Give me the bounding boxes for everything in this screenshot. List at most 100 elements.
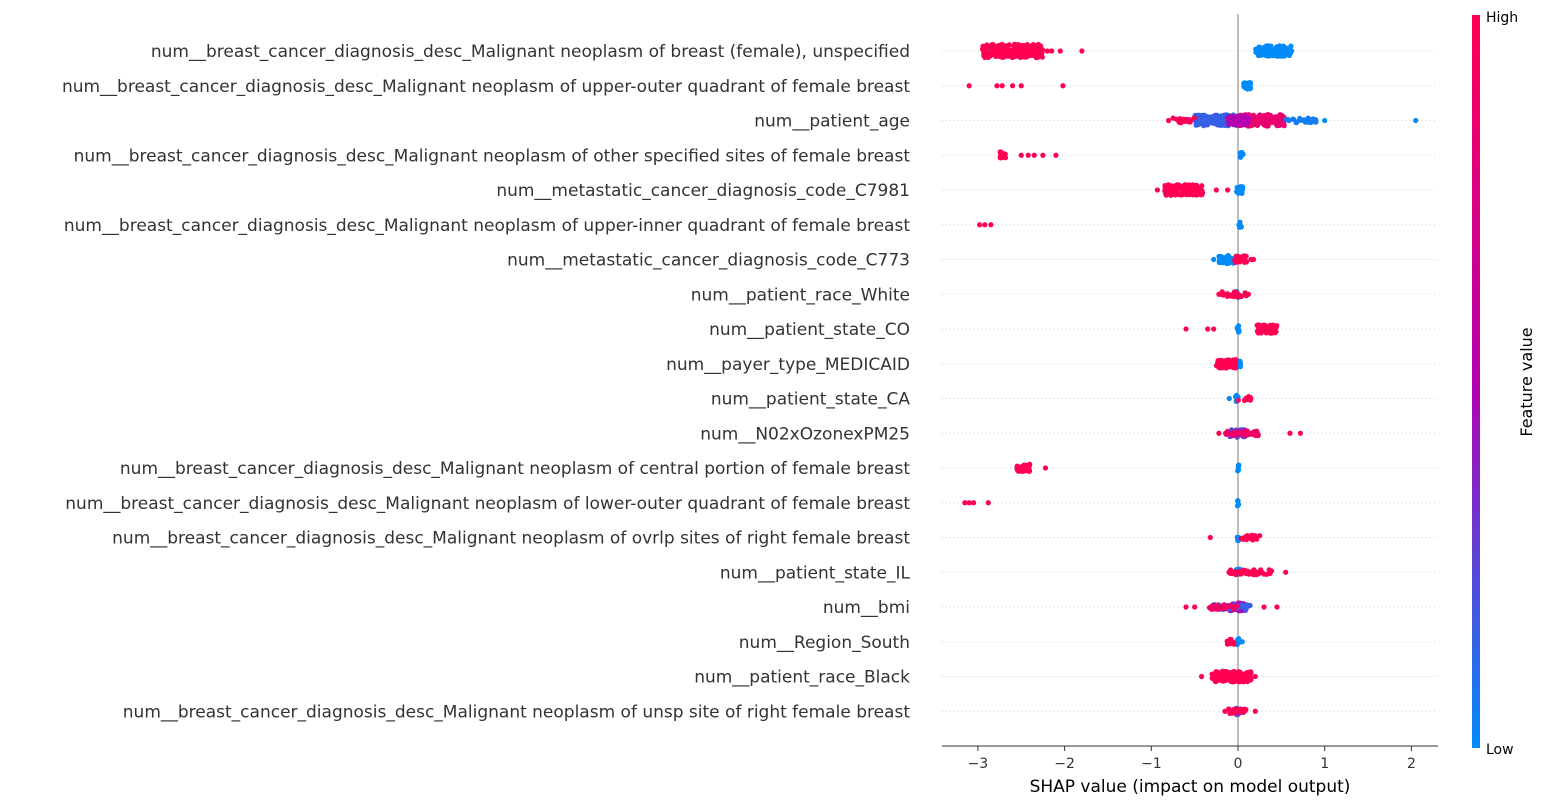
shap-point: [1263, 51, 1270, 57]
shap-point: [1237, 224, 1243, 230]
shap-point: [977, 222, 983, 228]
shap-point: [1252, 708, 1258, 714]
shap-point: [1236, 293, 1242, 299]
shap-point: [1001, 45, 1007, 51]
shap-point: [1234, 325, 1240, 331]
shap-point: [1010, 83, 1016, 89]
shap-point: [1195, 121, 1201, 127]
shap-point: [1264, 571, 1270, 577]
shap-point: [1226, 395, 1232, 402]
shap-point: [1215, 360, 1221, 366]
shap-point: [1176, 192, 1182, 198]
feature-label: num__patient_state_IL: [720, 563, 911, 583]
shap-point: [1186, 117, 1193, 123]
shap-point: [1031, 152, 1037, 158]
shap-point: [986, 50, 992, 56]
shap-point: [988, 222, 994, 228]
shap-point: [1238, 430, 1244, 436]
shap-point: [1235, 639, 1241, 645]
shap-point: [1219, 668, 1226, 674]
shap-point: [1240, 604, 1246, 610]
shap-point: [1230, 707, 1236, 713]
feature-label: num__payer_type_MEDICAID: [666, 355, 910, 375]
shap-point: [1205, 326, 1211, 332]
shap-point: [990, 50, 996, 56]
shap-point: [1225, 256, 1231, 262]
x-tick-label: −2: [1054, 756, 1075, 772]
feature-label: num__patient_race_White: [691, 285, 910, 305]
colorbar: High Low Feature value: [1472, 10, 1536, 758]
shap-point: [1250, 429, 1257, 435]
shap-point: [1022, 44, 1028, 51]
feature-row-points: [1224, 636, 1245, 648]
shap-point: [1028, 52, 1034, 59]
shap-point: [1270, 328, 1276, 334]
shap-point: [1057, 48, 1063, 54]
shap-point: [1182, 117, 1188, 123]
shap-point: [1034, 51, 1040, 57]
shap-point: [1235, 502, 1241, 508]
feature-row-points: [1199, 668, 1258, 685]
shap-point: [1235, 468, 1241, 474]
feature-row-points: [1014, 461, 1242, 474]
shap-point: [1247, 82, 1253, 88]
shap-point: [1241, 253, 1247, 259]
shap-point: [1297, 430, 1303, 436]
feature-label: num__bmi: [823, 598, 910, 618]
shap-point: [1018, 83, 1024, 89]
shap-point: [1413, 117, 1419, 124]
shap-point: [1279, 115, 1285, 121]
shap-point: [1008, 48, 1014, 54]
shap-point: [1079, 48, 1085, 54]
shap-point: [1274, 49, 1280, 55]
shap-point: [992, 46, 998, 52]
shap-point: [1283, 569, 1289, 575]
shap-point: [1274, 604, 1280, 610]
shap-point: [1267, 47, 1274, 53]
shap-point: [1222, 708, 1228, 714]
shap-point: [1286, 52, 1292, 59]
feature-label: num__patient_age: [754, 112, 910, 132]
shap-point: [1245, 394, 1252, 400]
shap-point: [1235, 708, 1241, 714]
shap-point: [1278, 121, 1284, 127]
feature-row-points: [977, 219, 1244, 230]
shap-point: [1201, 123, 1207, 129]
shap-point: [983, 43, 990, 49]
shap-point: [1223, 430, 1229, 436]
shap-point: [1245, 432, 1252, 438]
shap-point: [971, 500, 977, 506]
shap-point: [1229, 670, 1235, 676]
x-axis-ticks: −3 −2 −1 0 1 2: [968, 746, 1416, 772]
shap-point: [1288, 43, 1294, 49]
shap-point: [1254, 47, 1260, 53]
shap-point: [1237, 363, 1243, 369]
shap-point: [1034, 46, 1040, 52]
shap-point: [1212, 117, 1218, 124]
feature-label: num__patient_state_CA: [711, 390, 911, 410]
shap-point: [1199, 673, 1205, 680]
shap-point: [996, 53, 1003, 60]
feature-row-points: [1183, 322, 1280, 336]
shap-point: [1229, 570, 1235, 576]
shap-point: [1243, 678, 1249, 684]
shap-point: [1239, 113, 1245, 119]
shap-point: [1250, 112, 1256, 118]
x-tick-label: 0: [1234, 756, 1243, 772]
shap-point: [1223, 358, 1229, 364]
shap-point: [1250, 121, 1256, 127]
shap-point: [1025, 152, 1031, 158]
feature-row-points: [1211, 253, 1257, 267]
shap-point: [1244, 534, 1250, 541]
feature-row-points: [1207, 532, 1263, 544]
feature-label: num__patient_race_Black: [694, 668, 910, 688]
shap-point: [1262, 44, 1268, 50]
feature-label: num__breast_cancer_diagnosis_desc_Malign…: [151, 42, 910, 62]
shap-point: [1225, 187, 1231, 193]
shap-point: [1022, 467, 1029, 473]
feature-label: num__breast_cancer_diagnosis_desc_Malign…: [74, 146, 911, 166]
shap-point: [999, 83, 1005, 89]
feature-labels: num__breast_cancer_diagnosis_desc_Malign…: [62, 42, 911, 722]
shap-point: [1231, 359, 1238, 365]
shap-point: [1210, 602, 1216, 608]
